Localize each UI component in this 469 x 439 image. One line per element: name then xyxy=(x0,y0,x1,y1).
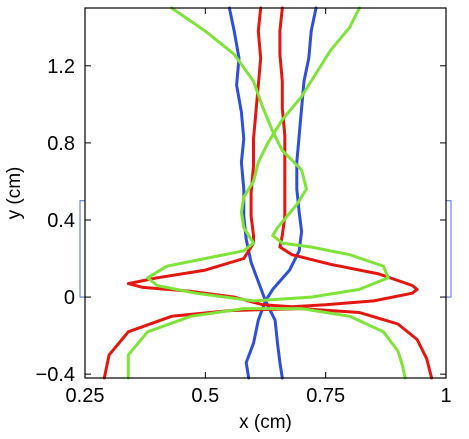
x-tick-label: 0.25 xyxy=(66,385,105,407)
series-red-3 xyxy=(126,6,419,309)
y-tick-label: 1.2 xyxy=(47,56,75,78)
y-tick-label: 0.4 xyxy=(47,210,75,232)
left-bracket xyxy=(79,200,86,298)
series-blue-1 xyxy=(227,6,267,380)
plot-frame xyxy=(84,7,447,379)
series-blue-2 xyxy=(264,6,318,380)
series-green-6 xyxy=(126,307,407,380)
series-green-5 xyxy=(146,6,390,303)
y-axis-label: y (cm) xyxy=(4,167,25,220)
x-axis-ticks: 0.25 0.5 0.75 1 xyxy=(66,8,452,407)
y-axis-ticks: −0.4 0 0.4 0.8 1.2 xyxy=(36,56,446,386)
x-axis-label: x (cm) xyxy=(239,412,292,433)
series-red-4 xyxy=(102,307,434,380)
y-tick-label: −0.4 xyxy=(36,364,75,386)
x-tick-label: 1 xyxy=(440,385,451,407)
right-bracket xyxy=(445,200,452,298)
x-tick-label: 0.5 xyxy=(191,385,219,407)
x-tick-label: 0.75 xyxy=(306,385,345,407)
chart-curves xyxy=(102,6,434,380)
y-tick-label: 0.8 xyxy=(47,133,75,155)
y-tick-label: 0 xyxy=(64,287,75,309)
